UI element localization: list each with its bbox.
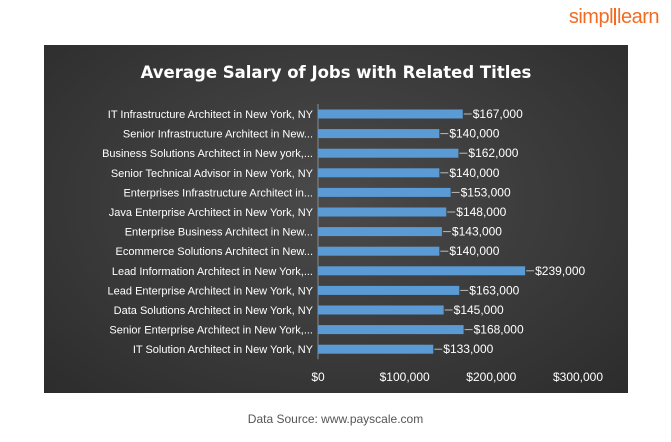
logo-text-part1: simpl	[568, 6, 614, 28]
bar	[318, 129, 440, 139]
x-tick-label: $200,000	[466, 370, 516, 384]
category-label: Business Solutions Architect in New york…	[102, 148, 313, 160]
bar	[318, 207, 447, 217]
bar	[318, 109, 463, 119]
logo-text-part2: learn	[617, 6, 659, 28]
category-label: Senior Infrastructure Architect in New..…	[123, 129, 313, 141]
bar	[318, 285, 460, 295]
bar	[318, 168, 440, 178]
x-tick-label: $100,000	[380, 370, 430, 384]
data-label: $162,000	[468, 146, 518, 160]
category-label: IT Infrastructure Architect in New York,…	[108, 109, 314, 121]
x-tick-label: $0	[311, 370, 325, 384]
bar	[318, 246, 440, 256]
x-tick-label: $300,000	[553, 370, 603, 384]
bar	[318, 266, 526, 276]
data-label: $239,000	[535, 264, 585, 278]
data-label: $133,000	[443, 342, 493, 356]
category-label: Data Solutions Architect in New York, NY	[114, 305, 314, 317]
data-label: $148,000	[456, 205, 506, 219]
data-label: $140,000	[449, 166, 499, 180]
bar	[318, 227, 442, 237]
category-label: Ecommerce Solutions Architect in New...	[116, 246, 313, 258]
simplilearn-logo: simpl learn	[568, 6, 660, 29]
salary-bar-chart: Average Salary of Jobs with Related Titl…	[102, 63, 603, 384]
data-label: $140,000	[449, 127, 499, 141]
chart-title: Average Salary of Jobs with Related Titl…	[141, 63, 532, 82]
chart-panel: Average Salary of Jobs with Related Titl…	[44, 45, 628, 393]
category-label: Enterprises Infrastructure Architect in.…	[123, 187, 313, 199]
bar	[318, 305, 444, 315]
data-label: $163,000	[469, 283, 519, 297]
bar	[318, 187, 451, 197]
data-label: $167,000	[473, 107, 523, 121]
bar	[318, 148, 459, 158]
logo-divider	[614, 8, 617, 25]
bar	[318, 325, 464, 335]
data-label: $143,000	[452, 225, 502, 239]
bar	[318, 344, 434, 354]
data-label: $153,000	[461, 185, 511, 199]
data-source-note: Data Source: www.payscale.com	[247, 412, 424, 426]
category-label: Senior Enterprise Architect in New York,…	[109, 325, 313, 337]
data-label: $168,000	[474, 323, 524, 337]
category-label: Enterprise Business Architect in New...	[125, 227, 313, 239]
category-label: Java Enterprise Architect in New York, N…	[109, 207, 314, 219]
category-label: Senior Technical Advisor in New York, NY	[111, 168, 314, 180]
category-label: Lead Information Architect in New York,.…	[112, 266, 313, 278]
category-label: IT Solution Architect in New York, NY	[133, 344, 314, 356]
category-label: Lead Enterprise Architect in New York, N…	[108, 285, 314, 297]
data-label: $145,000	[454, 303, 504, 317]
data-label: $140,000	[449, 244, 499, 258]
